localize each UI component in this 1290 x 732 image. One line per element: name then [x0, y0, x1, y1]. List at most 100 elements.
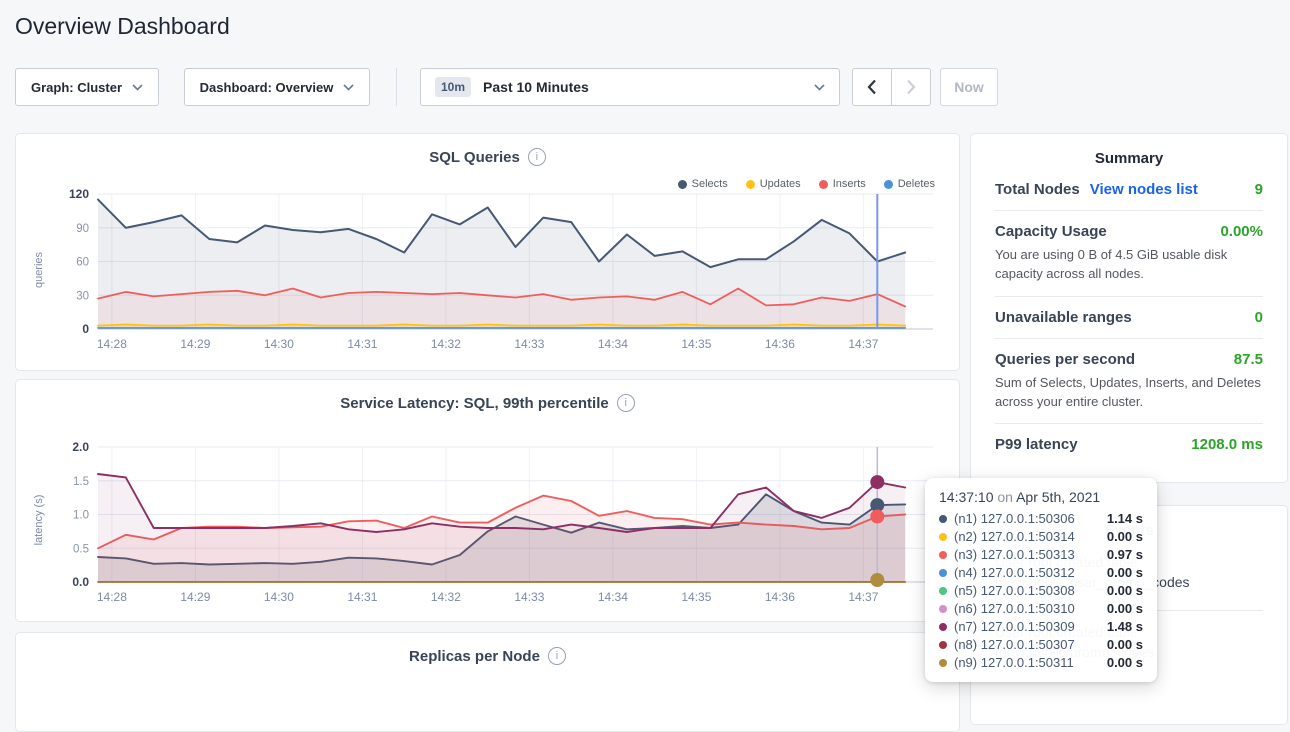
series-dot — [939, 515, 947, 523]
chart-title: Service Latency: SQL, 99th percentile i — [16, 394, 959, 412]
time-range-dropdown[interactable]: 10m Past 10 Minutes — [420, 68, 840, 106]
summary-row-p99-latency: P99 latency 1208.0 ms — [995, 424, 1263, 465]
summary-value: 9 — [1255, 181, 1263, 198]
svg-text:14:34: 14:34 — [598, 337, 628, 351]
svg-text:14:35: 14:35 — [681, 337, 711, 351]
svg-text:2.0: 2.0 — [72, 440, 89, 454]
tooltip-row: (n7) 127.0.0.1:503091.48 s — [939, 618, 1143, 636]
tooltip-row: (n4) 127.0.0.1:503120.00 s — [939, 564, 1143, 582]
svg-text:90: 90 — [76, 223, 89, 235]
series-dot — [939, 533, 947, 541]
replicas-per-node-card: Replicas per Node i — [15, 632, 960, 732]
summary-label: Capacity Usage — [995, 223, 1107, 240]
tooltip-row: (n9) 127.0.0.1:503110.00 s — [939, 654, 1143, 672]
summary-row-capacity-usage: Capacity Usage 0.00% You are using 0 B o… — [995, 211, 1263, 297]
svg-text:14:31: 14:31 — [347, 337, 377, 351]
time-range-badge: 10m — [435, 77, 471, 97]
svg-text:0.0: 0.0 — [72, 575, 89, 589]
info-icon[interactable]: i — [617, 394, 635, 412]
view-nodes-list-link[interactable]: View nodes list — [1090, 181, 1198, 198]
series-dot — [939, 551, 947, 559]
svg-text:1.0: 1.0 — [73, 510, 89, 522]
svg-text:60: 60 — [76, 257, 89, 269]
series-dot — [939, 659, 947, 667]
svg-text:14:30: 14:30 — [264, 337, 294, 351]
svg-text:14:31: 14:31 — [347, 590, 377, 604]
graph-dropdown-label: Graph: Cluster — [31, 80, 122, 95]
page-title: Overview Dashboard — [15, 13, 230, 40]
svg-text:14:32: 14:32 — [431, 337, 461, 351]
svg-text:14:37: 14:37 — [848, 590, 878, 604]
now-button-label: Now — [954, 79, 984, 95]
series-dot — [939, 623, 947, 631]
summary-heading: Summary — [971, 150, 1287, 167]
tooltip-timestamp: 14:37:10 on Apr 5th, 2021 — [939, 489, 1143, 505]
summary-row-unavailable-ranges: Unavailable ranges 0 — [995, 297, 1263, 339]
svg-text:14:28: 14:28 — [97, 337, 127, 351]
summary-label: Total Nodes — [995, 181, 1080, 198]
dashboard-dropdown-label: Dashboard: Overview — [200, 80, 334, 95]
svg-text:14:36: 14:36 — [765, 590, 795, 604]
chevron-left-icon — [867, 79, 877, 95]
time-next-button[interactable] — [891, 68, 931, 106]
sql-queries-card: SQL Queries i Selects Updates Inserts De… — [15, 133, 960, 371]
chevron-right-icon — [906, 79, 916, 95]
info-icon[interactable]: i — [528, 148, 546, 166]
svg-text:0.5: 0.5 — [73, 543, 89, 555]
summary-description: Sum of Selects, Updates, Inserts, and De… — [995, 374, 1263, 412]
series-dot — [939, 569, 947, 577]
svg-text:14:34: 14:34 — [598, 590, 628, 604]
summary-label: Unavailable ranges — [995, 309, 1132, 326]
dashboard-dropdown[interactable]: Dashboard: Overview — [184, 68, 370, 106]
svg-text:14:28: 14:28 — [97, 590, 127, 604]
svg-text:120: 120 — [69, 187, 89, 201]
tooltip-row: (n3) 127.0.0.1:503130.97 s — [939, 546, 1143, 564]
service-latency-chart[interactable]: 0.0 0.5 1.0 1.5 2.0 14:28 14:29 14:30 14:31 14:32… — [35, 439, 940, 611]
series-dot — [939, 605, 947, 613]
info-icon[interactable]: i — [548, 647, 566, 665]
tooltip-row: (n1) 127.0.0.1:503061.14 s — [939, 510, 1143, 528]
series-dot — [939, 587, 947, 595]
sql-queries-chart[interactable]: 0 30 60 90 120 14:28 14:29 14:30 14:31 14:32 14:33… — [35, 186, 940, 358]
svg-text:14:36: 14:36 — [765, 337, 795, 351]
svg-text:14:29: 14:29 — [180, 590, 210, 604]
summary-label: P99 latency — [995, 436, 1078, 453]
chevron-down-icon — [132, 84, 143, 91]
tooltip-row: (n8) 127.0.0.1:503070.00 s — [939, 636, 1143, 654]
summary-row-total-nodes: Total Nodes View nodes list 9 — [995, 169, 1263, 211]
chart-tooltip: 14:37:10 on Apr 5th, 2021 (n1) 127.0.0.1… — [925, 478, 1157, 682]
series-dot — [939, 641, 947, 649]
svg-text:1.5: 1.5 — [73, 476, 89, 488]
svg-text:14:32: 14:32 — [431, 590, 461, 604]
time-prev-button[interactable] — [852, 68, 892, 106]
summary-value: 87.5 — [1234, 351, 1263, 368]
summary-value: 1208.0 ms — [1191, 436, 1263, 453]
service-latency-card: Service Latency: SQL, 99th percentile i … — [15, 379, 960, 622]
chart-title: SQL Queries i — [16, 148, 959, 166]
chevron-down-icon — [814, 84, 825, 91]
svg-text:14:30: 14:30 — [264, 590, 294, 604]
svg-text:0: 0 — [82, 322, 89, 336]
svg-text:14:37: 14:37 — [848, 337, 878, 351]
tooltip-row: (n2) 127.0.0.1:503140.00 s — [939, 528, 1143, 546]
summary-label: Queries per second — [995, 351, 1135, 368]
summary-panel: Summary Total Nodes View nodes list 9 Ca… — [970, 133, 1288, 483]
summary-value: 0.00% — [1220, 223, 1263, 240]
svg-text:14:33: 14:33 — [514, 337, 544, 351]
time-range-label: Past 10 Minutes — [483, 79, 589, 95]
now-button[interactable]: Now — [940, 68, 998, 106]
graph-dropdown[interactable]: Graph: Cluster — [15, 68, 159, 106]
svg-text:30: 30 — [76, 290, 89, 302]
toolbar-divider — [396, 68, 397, 106]
chart-title: Replicas per Node i — [16, 647, 959, 665]
time-step-buttons — [852, 68, 931, 106]
tooltip-row: (n5) 127.0.0.1:503080.00 s — [939, 582, 1143, 600]
chevron-down-icon — [343, 84, 354, 91]
summary-row-queries-per-second: Queries per second 87.5 Sum of Selects, … — [995, 339, 1263, 425]
summary-description: You are using 0 B of 4.5 GiB usable disk… — [995, 246, 1263, 284]
svg-text:14:29: 14:29 — [180, 337, 210, 351]
tooltip-row: (n6) 127.0.0.1:503100.00 s — [939, 600, 1143, 618]
svg-text:14:33: 14:33 — [514, 590, 544, 604]
svg-text:14:35: 14:35 — [681, 590, 711, 604]
summary-value: 0 — [1255, 309, 1263, 326]
